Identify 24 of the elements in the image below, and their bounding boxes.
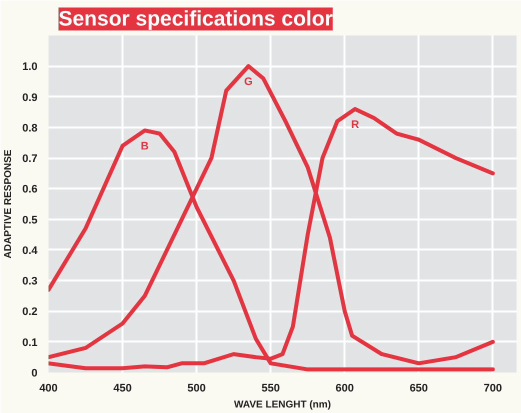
series-label: R xyxy=(351,119,360,132)
x-tick-label: 450 xyxy=(113,382,132,394)
x-tick-label: 500 xyxy=(187,382,206,394)
y-tick-label: 1.0 xyxy=(22,61,38,74)
y-tick-label: 0.2 xyxy=(22,306,38,318)
x-tick-label: 650 xyxy=(410,382,428,394)
y-tick-label: 0.4 xyxy=(22,244,38,257)
series-label: G xyxy=(244,76,253,88)
x-tick-label: 700 xyxy=(484,382,502,394)
y-tick-label: 0.9 xyxy=(22,92,38,104)
chart-title: Sensor specifications color xyxy=(58,8,333,30)
x-axis-title: WAVE LENGHT (nm) xyxy=(234,400,332,410)
x-tick-label: 550 xyxy=(261,382,280,394)
y-tick-label: 0.8 xyxy=(22,122,38,134)
y-tick-label: 0 xyxy=(31,368,38,380)
x-tick-label: 600 xyxy=(336,382,354,394)
series-label: B xyxy=(140,140,149,152)
y-tick-label: 0.6 xyxy=(22,184,38,196)
y-tick-label: 0.3 xyxy=(22,276,38,288)
y-tick-label: 0.7 xyxy=(22,153,38,166)
y-tick-label: 0.1 xyxy=(22,336,38,349)
y-axis-title: ADAPTIVE RESPONSE xyxy=(3,149,14,258)
x-tick-label: 400 xyxy=(39,382,58,394)
y-tick-label: 0.5 xyxy=(22,214,38,226)
